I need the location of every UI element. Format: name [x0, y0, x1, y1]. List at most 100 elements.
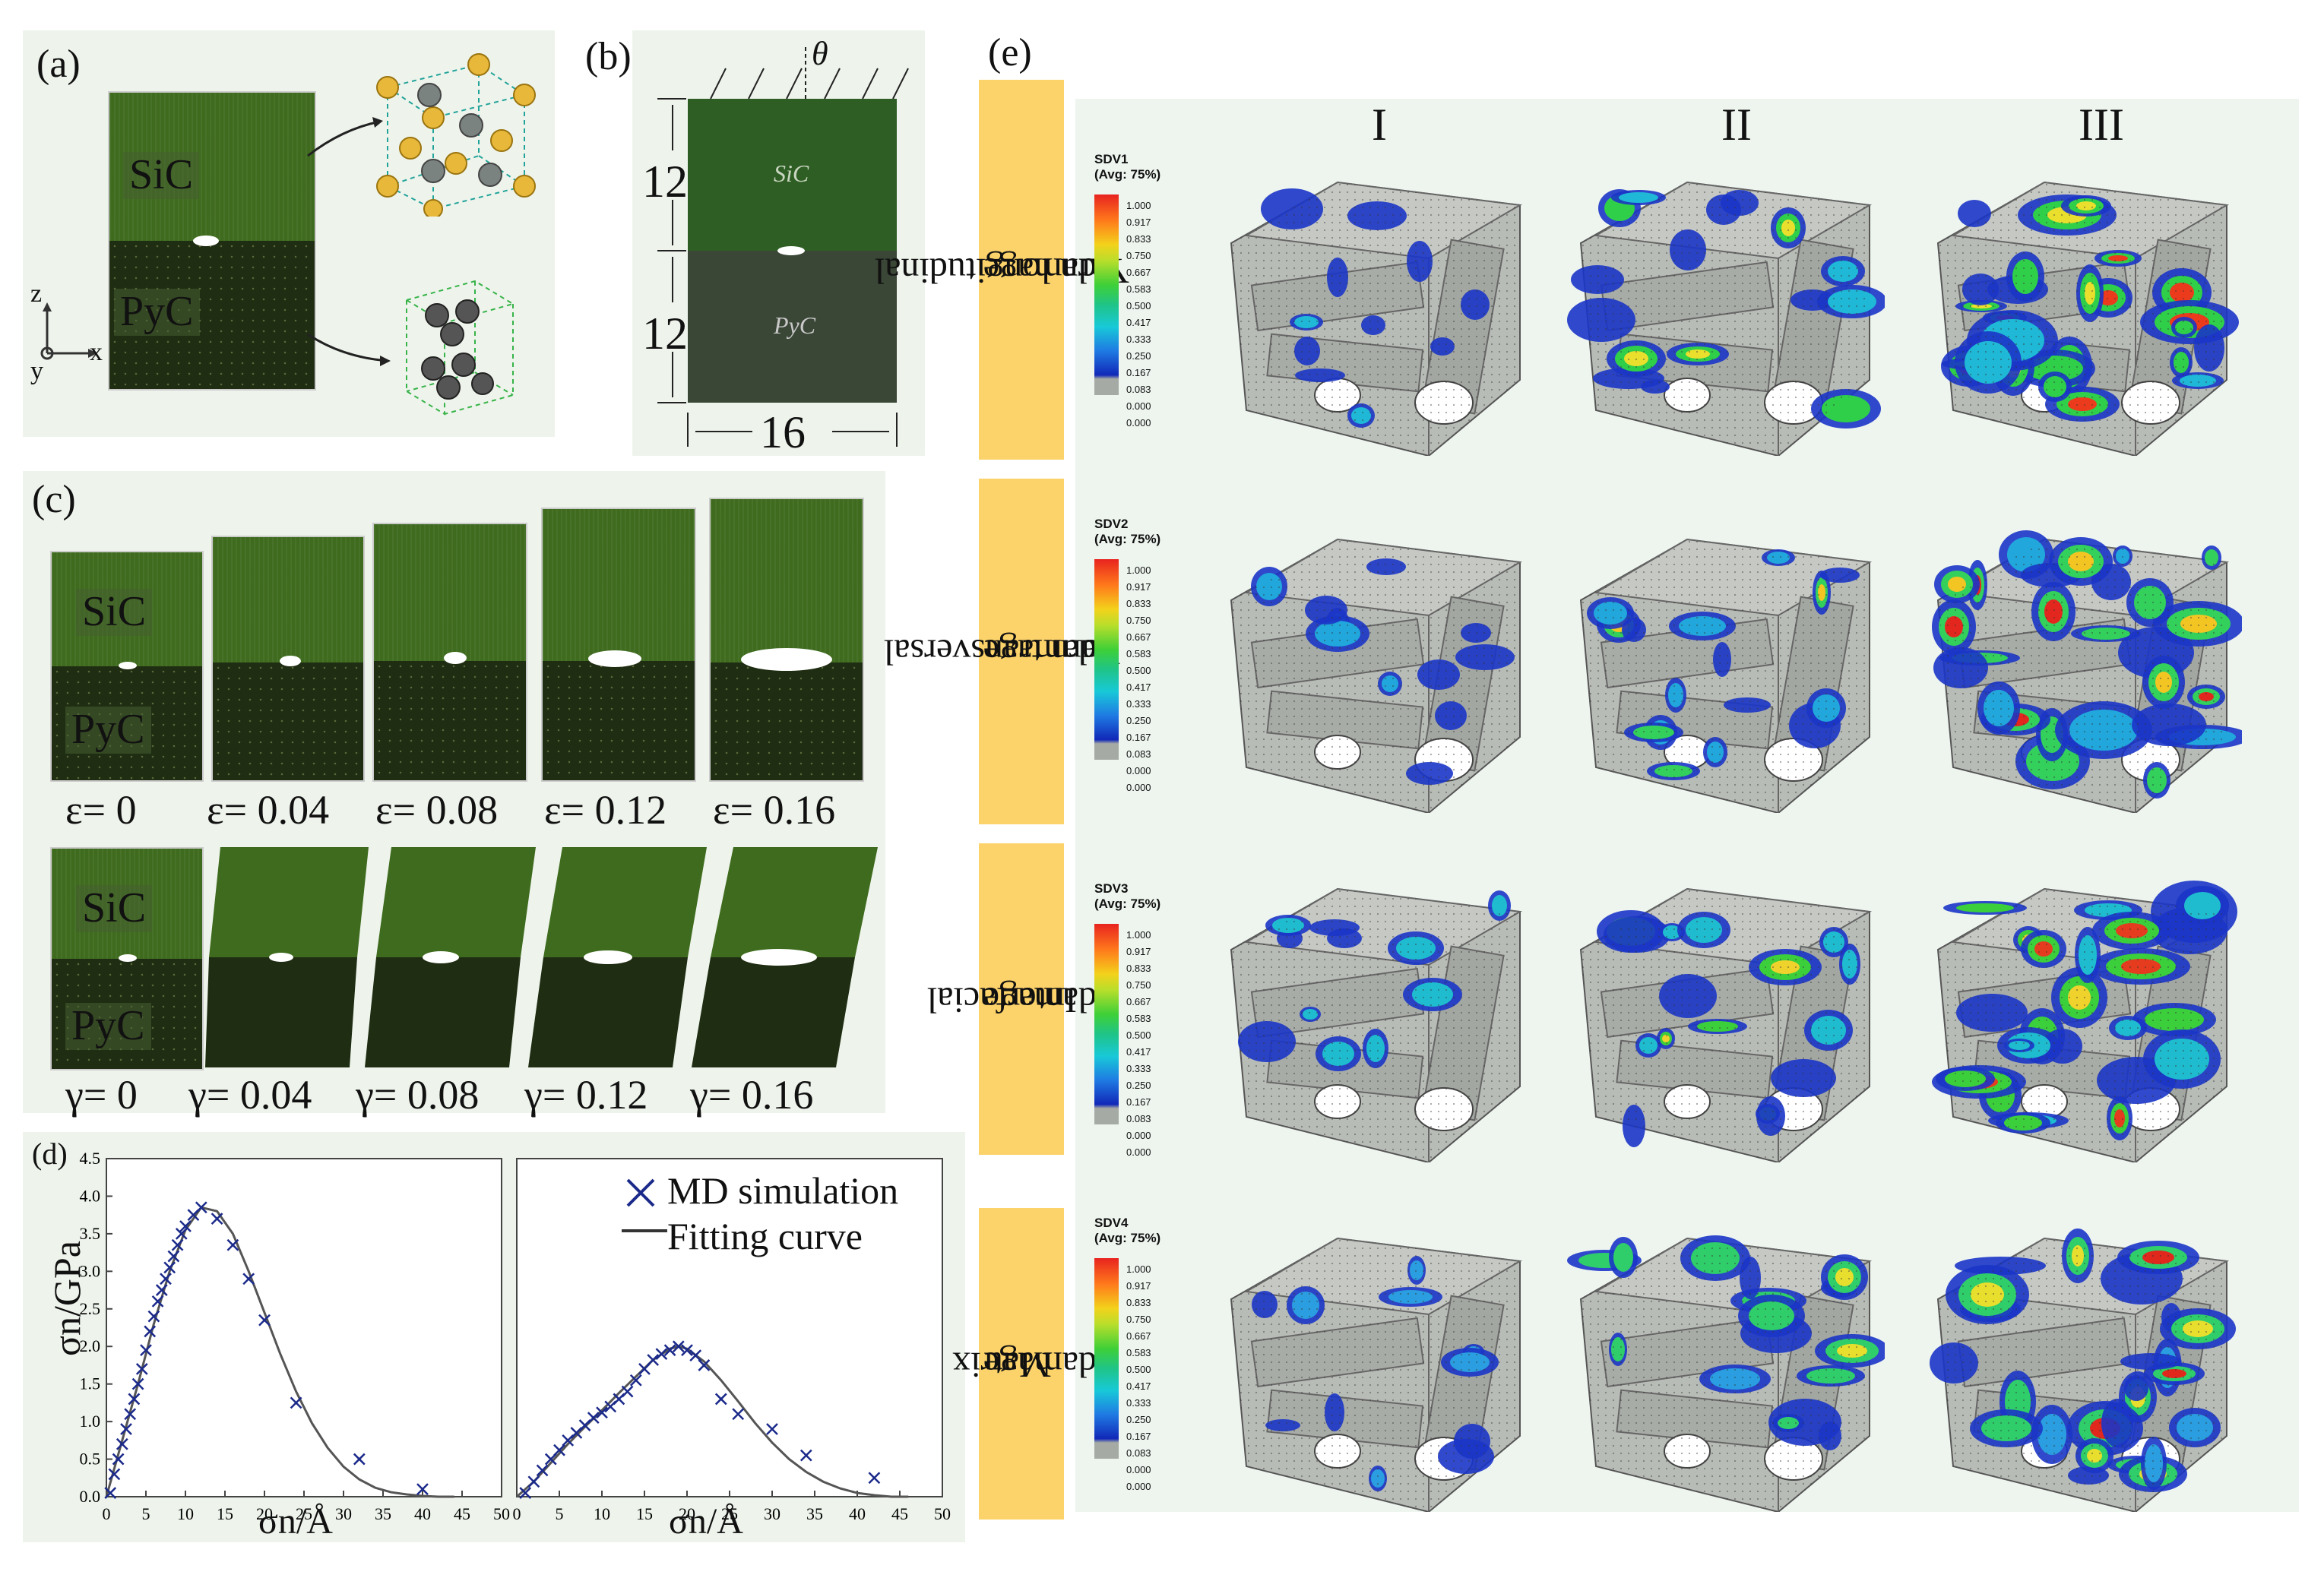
- x-tick-label: 50: [493, 1504, 510, 1523]
- md-point: [171, 1238, 184, 1251]
- y-tick-label: 3.5: [80, 1224, 101, 1243]
- md-point: [226, 1238, 239, 1251]
- shear-frame-4: [692, 847, 878, 1067]
- panel-c-sic-label-bottom: SiC: [76, 884, 153, 932]
- y-tick-label: 2.0: [80, 1336, 101, 1355]
- md-point: [195, 1201, 207, 1214]
- x-tick-label: 25: [721, 1504, 738, 1523]
- y-tick-label: 4.5: [80, 1149, 101, 1168]
- shear-label-0: γ= 0: [65, 1072, 138, 1118]
- md-point: [732, 1408, 745, 1421]
- legend-sdv4: SDV4 (Avg: 75%) 1.000 0.917 0.833 0.750 0.667…: [1094, 1216, 1161, 1492]
- shear-frame-3: [528, 847, 707, 1067]
- shear-label-3: γ= 0.12: [524, 1072, 648, 1118]
- md-point: [416, 1483, 429, 1495]
- panel-b-pyc-label: PyC: [774, 311, 816, 339]
- row-title-interfacial: Interfacial damage: [927, 843, 1097, 1155]
- shear-frame-1: [205, 847, 369, 1067]
- md-point: [163, 1261, 176, 1274]
- md-point: [353, 1453, 366, 1466]
- md-point: [242, 1273, 255, 1285]
- ylabel-chart-1: σn/GPa: [46, 1241, 88, 1356]
- shear-label-2: γ= 0.08: [356, 1072, 480, 1118]
- y-tick-label: 3.0: [80, 1261, 101, 1280]
- shear-label-4: γ= 0.16: [690, 1072, 814, 1118]
- x-tick-label: 15: [636, 1504, 653, 1523]
- md-point: [147, 1310, 160, 1323]
- md-point: [211, 1213, 223, 1225]
- y-tick-label: 1.5: [80, 1374, 101, 1393]
- damage-contour-row4-col3: [1930, 1229, 2236, 1512]
- xlabel-chart-1: σn/Å: [258, 1501, 333, 1542]
- md-point: [179, 1220, 192, 1232]
- md-point: [144, 1325, 157, 1338]
- damage-contour-row1-col2: [1567, 181, 1885, 456]
- md-point: [175, 1228, 188, 1240]
- x-tick-label: 45: [891, 1504, 908, 1523]
- panel-b-label: (b): [585, 35, 632, 78]
- md-point: [681, 1344, 693, 1357]
- md-point: [519, 1487, 532, 1499]
- y-tick-label: 0.0: [80, 1487, 101, 1506]
- legend-sdv1: SDV1 (Avg: 75%) 1.000 0.917 0.833 0.750 0.667…: [1094, 152, 1161, 428]
- legend-fitting-curve: Fitting curve: [667, 1215, 863, 1257]
- panel-a-pyc-label: PyC: [114, 288, 200, 336]
- x-tick-label: 10: [594, 1504, 610, 1523]
- md-point: [155, 1284, 168, 1296]
- x-tick-label: 40: [849, 1504, 866, 1523]
- panel-e-label: (e): [988, 31, 1032, 74]
- column-label-II: II: [1721, 100, 1752, 150]
- plot-area-2: [516, 1158, 943, 1497]
- axis-z-label: z: [30, 280, 43, 308]
- row-title-longitudinal: Yarn longitudinal damage: [875, 80, 1129, 460]
- axis-x-label: x: [90, 338, 103, 366]
- legend-line-icon: [622, 1229, 667, 1232]
- md-point: [112, 1453, 125, 1466]
- dim-top-value: 12: [642, 157, 688, 207]
- damage-contour-row1-col1: [1230, 181, 1523, 456]
- md-point: [527, 1475, 540, 1488]
- dimension-lines: [657, 98, 898, 447]
- tension-frame-4: [709, 498, 864, 782]
- panel-c-sic-label-top: SiC: [76, 588, 153, 636]
- x-tick-label: 30: [764, 1504, 780, 1523]
- panel-c-label: (c): [32, 478, 76, 521]
- md-point: [663, 1344, 676, 1357]
- panel-a-label: (a): [36, 43, 81, 86]
- x-tick-label: 40: [414, 1504, 431, 1523]
- damage-contour-row2-col3: [1932, 530, 2242, 813]
- shear-frame-2: [365, 847, 536, 1067]
- panel-c-pyc-label-bottom: PyC: [65, 1002, 151, 1050]
- damage-contour-row2-col1: [1230, 538, 1523, 813]
- legend-sdv3: SDV3 (Avg: 75%) 1.000 0.917 0.833 0.750 0.667…: [1094, 881, 1161, 1158]
- md-point: [135, 1363, 148, 1375]
- tension-frame-2: [372, 523, 527, 782]
- md-point: [131, 1377, 144, 1390]
- y-tick-label: 4.0: [80, 1186, 101, 1205]
- panel-d-label: (d): [32, 1137, 68, 1171]
- md-point: [167, 1250, 180, 1263]
- md-point: [689, 1349, 702, 1361]
- legend-cross-icon: [626, 1178, 655, 1207]
- panel-b-sic-label: SiC: [774, 160, 809, 187]
- md-point: [714, 1393, 727, 1406]
- damage-contour-row4-col2: [1567, 1235, 1885, 1512]
- md-point: [140, 1344, 152, 1357]
- x-tick-label: 20: [679, 1504, 695, 1523]
- axes-triad-icon: [40, 302, 97, 360]
- md-point: [116, 1437, 128, 1450]
- x-tick-label: 30: [335, 1504, 352, 1523]
- md-point: [120, 1423, 132, 1435]
- tension-label-2: ε= 0.08: [375, 787, 499, 833]
- y-tick-label: 0.5: [80, 1450, 101, 1469]
- md-point: [587, 1412, 600, 1425]
- arrow-icon: [307, 117, 383, 157]
- xlabel-chart-2: σn/Å: [669, 1501, 743, 1542]
- damage-contour-row3-col2: [1579, 887, 1873, 1162]
- x-tick-label: 50: [934, 1504, 951, 1523]
- axis-y-label: y: [30, 357, 43, 385]
- md-point: [672, 1340, 685, 1353]
- md-point: [124, 1408, 137, 1421]
- legend-md-simulation: MD simulation: [667, 1169, 899, 1212]
- x-tick-label: 10: [177, 1504, 194, 1523]
